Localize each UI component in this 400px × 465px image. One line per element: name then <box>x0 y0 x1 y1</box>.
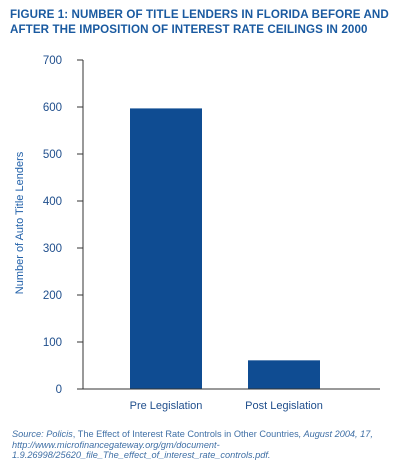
source-report-title: The Effect of Interest Rate Controls in … <box>77 429 299 439</box>
y-tick-label: 700 <box>43 55 62 67</box>
source-separator: , <box>72 429 78 439</box>
y-tick-label: 600 <box>43 102 62 114</box>
y-ticks: 0 100 200 300 400 500 600 700 <box>43 55 83 396</box>
y-tick-label: 500 <box>43 149 62 161</box>
source-publisher: Policis <box>46 429 73 439</box>
bars <box>130 108 320 389</box>
source-prefix: Source: <box>12 429 47 439</box>
source-rest: , August 2004, 17, http://www.microfinan… <box>12 429 373 461</box>
source-note: Source: Policis, The Effect of Interest … <box>12 429 384 461</box>
figure-title-line-1: FIGURE 1: NUMBER OF TITLE LENDERS IN FLO… <box>10 8 389 21</box>
bar <box>130 108 202 389</box>
x-tick-labels: Pre Legislation Post Legislation <box>130 400 323 412</box>
figure-title: FIGURE 1: NUMBER OF TITLE LENDERS IN FLO… <box>10 7 392 37</box>
y-axis-label: Number of Auto Title Lenders <box>14 151 26 294</box>
x-tick-label: Post Legislation <box>245 400 323 412</box>
y-tick-label: 100 <box>43 337 62 349</box>
figure-title-line-2: AFTER THE IMPOSITION OF INTEREST RATE CE… <box>10 23 368 36</box>
y-tick-label: 200 <box>43 290 62 302</box>
y-tick-label: 400 <box>43 196 62 208</box>
y-tick-label: 0 <box>56 384 62 396</box>
x-tick-label: Pre Legislation <box>130 400 203 412</box>
bar <box>248 360 320 389</box>
y-tick-label: 300 <box>43 243 62 255</box>
